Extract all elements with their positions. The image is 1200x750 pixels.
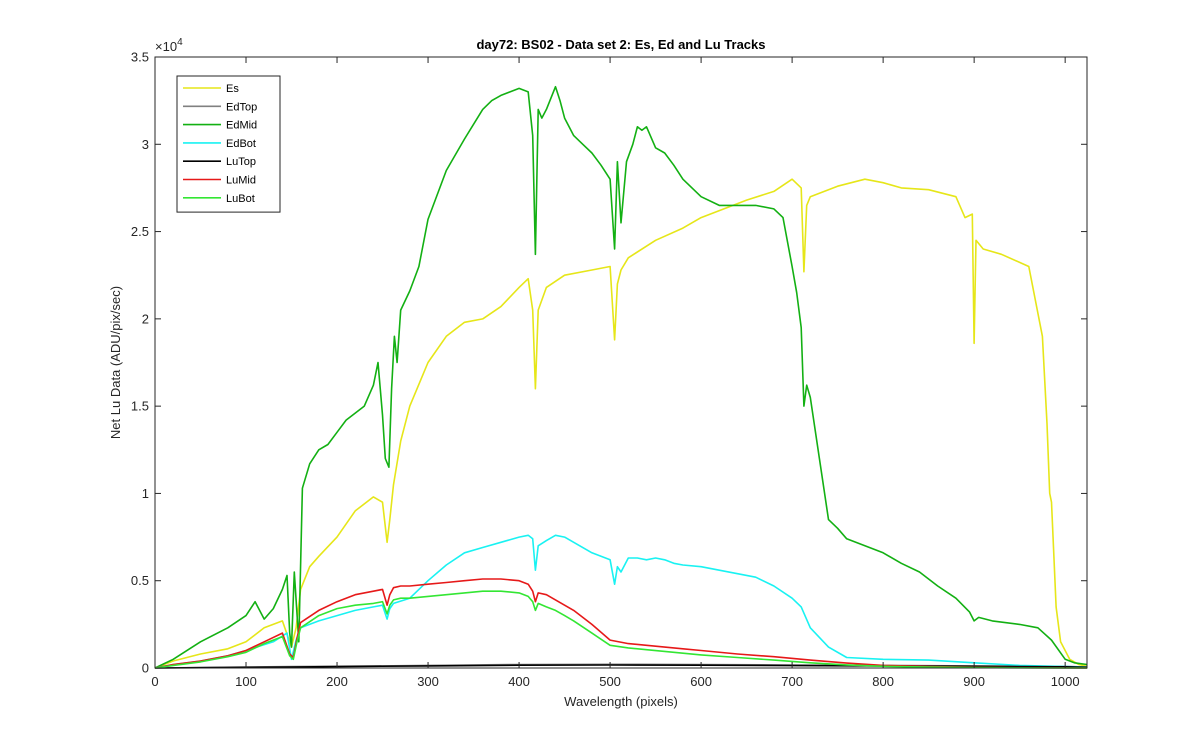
series-layer [154,85,1088,669]
x-tick-label: 400 [508,674,530,689]
legend-label-edmid: EdMid [226,120,257,132]
axes-box [154,56,1088,669]
y-exponent-power: 4 [177,37,183,48]
y-exponent-base: ×10 [155,39,177,54]
x-tick-label: 900 [963,674,985,689]
y-axis-label: Net Lu Data (ADU/pix/sec) [108,286,123,439]
legend-box [176,75,281,213]
series-line-es [154,178,1088,669]
y-tick-label: 3.5 [131,50,149,65]
x-tick-label: 500 [599,674,621,689]
y-tick-label: 2.5 [131,224,149,239]
series-line-edmid [154,85,1088,669]
x-tick-label: 800 [872,674,894,689]
legend-label-lumid: LuMid [226,175,256,187]
legend-label-lubot: LuBot [226,193,255,205]
x-tick-label: 300 [417,674,439,689]
x-tick-label: 700 [781,674,803,689]
chart-title: day72: BS02 - Data set 2: Es, Ed and Lu … [476,37,765,52]
y-axis: 0 0.5 1 1.5 2 2.5 3 3.5 [131,50,1087,676]
x-tick-label: 100 [235,674,257,689]
legend-label-edbot: EdBot [226,138,256,150]
series-line-lubot [154,590,1087,669]
legend-label-edtop: EdTop [226,101,257,113]
y-tick-label: 3 [142,137,149,152]
legend-label-es: Es [226,83,239,95]
y-tick-label: 2 [142,311,149,326]
x-tick-label: 1000 [1051,674,1080,689]
legend: Es EdTop EdMid EdBot LuTop LuMid LuBot [176,75,281,213]
series-line-lutop [154,664,1088,669]
x-tick-label: 0 [151,674,158,689]
y-tick-label: 1.5 [131,399,149,414]
series-line-edbot [154,534,1088,669]
x-tick-label: 600 [690,674,712,689]
legend-label-lutop: LuTop [226,156,256,168]
y-tick-label: 1 [142,486,149,501]
y-exponent-label: ×104 [155,37,183,54]
y-tick-label: 0 [142,661,149,676]
x-tick-label: 200 [326,674,348,689]
y-tick-label: 0.5 [131,573,149,588]
x-axis-label: Wavelength (pixels) [564,694,678,709]
x-axis: 0 100 200 300 400 500 600 700 800 900 1000 [151,57,1080,689]
